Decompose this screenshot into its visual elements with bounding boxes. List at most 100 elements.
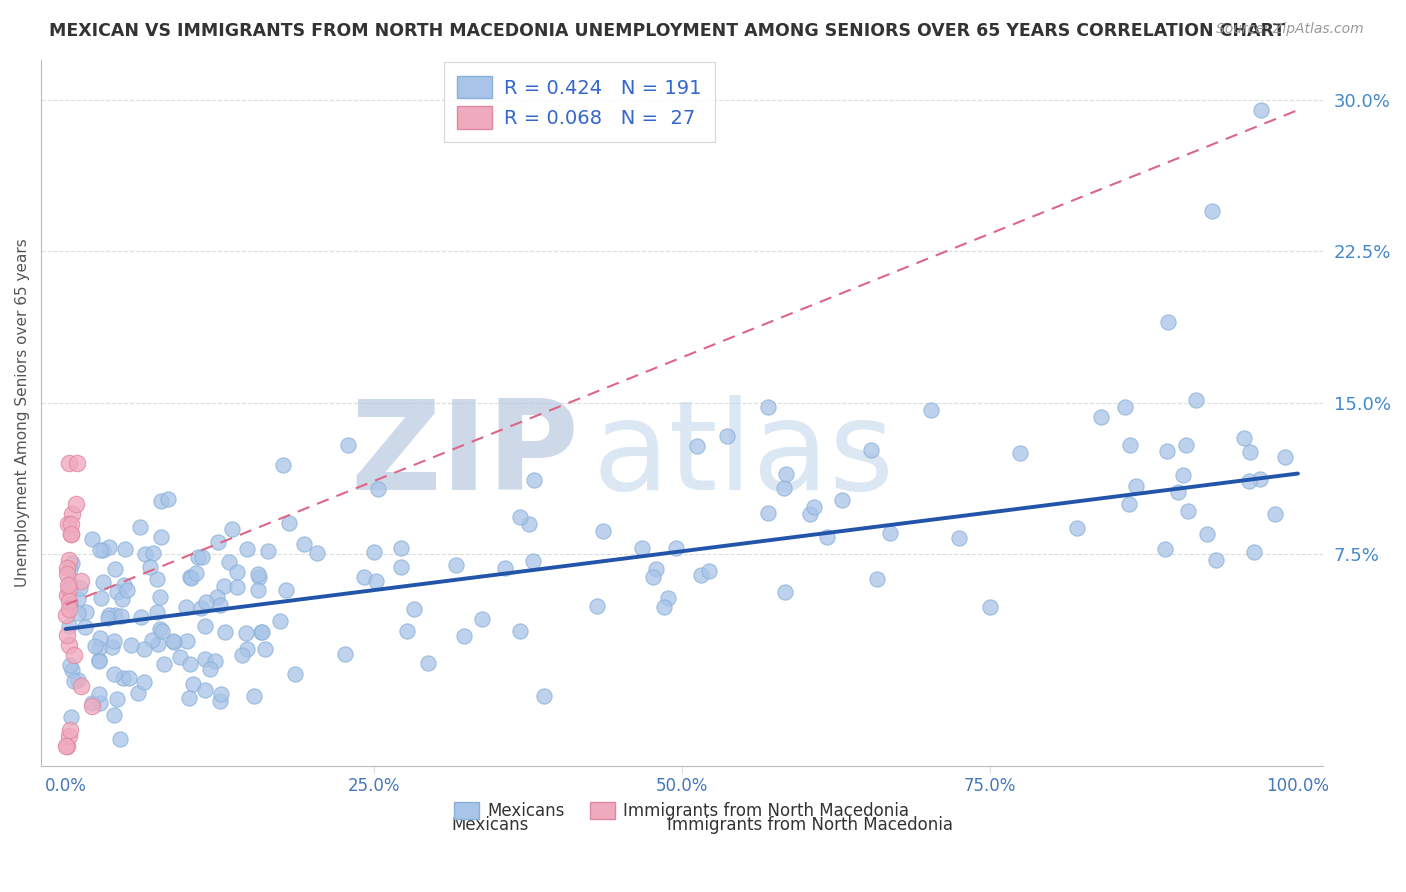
Point	[1274, 450, 1296, 465]
Point	[389, 560, 412, 574]
Point	[246, 566, 269, 581]
Point	[586, 599, 609, 614]
Point	[652, 599, 675, 614]
Point	[141, 633, 163, 648]
Point	[389, 541, 412, 555]
Point	[87, 653, 110, 667]
Point	[58, 729, 80, 743]
Point	[194, 595, 217, 609]
Point	[127, 686, 149, 700]
Point	[83, 639, 105, 653]
Point	[665, 541, 688, 555]
Point	[204, 654, 226, 668]
Point	[396, 624, 419, 638]
Point	[174, 599, 197, 614]
Point	[112, 578, 135, 592]
Point	[63, 648, 86, 663]
Point	[103, 667, 125, 681]
Point	[104, 561, 127, 575]
Point	[363, 545, 385, 559]
Point	[1201, 204, 1223, 219]
Point	[831, 492, 853, 507]
Point	[190, 601, 212, 615]
Y-axis label: Unemployment Among Seniors over 65 years: Unemployment Among Seniors over 65 years	[15, 238, 30, 587]
Point	[716, 429, 738, 443]
Point	[1249, 472, 1271, 486]
Point	[62, 557, 84, 571]
Point	[231, 648, 253, 662]
Point	[979, 599, 1001, 614]
Point	[59, 598, 82, 612]
Point	[367, 483, 389, 497]
Point	[110, 609, 132, 624]
Point	[644, 561, 666, 575]
Point	[1250, 103, 1272, 117]
Point	[145, 572, 167, 586]
Point	[89, 696, 111, 710]
Point	[517, 517, 540, 532]
Point	[69, 581, 91, 595]
Point	[817, 530, 839, 544]
Point	[249, 624, 271, 639]
Point	[773, 481, 796, 495]
Point	[103, 633, 125, 648]
Point	[56, 739, 79, 753]
Point	[226, 580, 249, 594]
Point	[105, 585, 128, 599]
Point	[104, 608, 127, 623]
Point	[110, 731, 132, 746]
Point	[194, 651, 217, 665]
Text: MEXICAN VS IMMIGRANTS FROM NORTH MACEDONIA UNEMPLOYMENT AMONG SENIORS OVER 65 YE: MEXICAN VS IMMIGRANTS FROM NORTH MACEDON…	[49, 22, 1285, 40]
Point	[162, 633, 184, 648]
Point	[152, 657, 174, 671]
Point	[1156, 444, 1178, 458]
Point	[1237, 474, 1260, 488]
Point	[446, 558, 468, 572]
Point	[243, 689, 266, 703]
Point	[236, 541, 259, 556]
Point	[66, 592, 89, 607]
Point	[256, 543, 278, 558]
Text: ZIP: ZIP	[350, 395, 579, 516]
Point	[58, 638, 80, 652]
Point	[866, 572, 889, 586]
Point	[179, 690, 201, 705]
Point	[1173, 468, 1195, 483]
Point	[686, 439, 709, 453]
Point	[103, 707, 125, 722]
Point	[134, 675, 156, 690]
Point	[179, 657, 201, 671]
Point	[60, 516, 83, 531]
Point	[132, 641, 155, 656]
Point	[630, 541, 652, 555]
Point	[114, 542, 136, 557]
Point	[1066, 521, 1088, 535]
Point	[1233, 431, 1256, 445]
Point	[120, 638, 142, 652]
Point	[60, 507, 83, 521]
Point	[186, 566, 208, 580]
Point	[221, 522, 243, 536]
Point	[55, 588, 77, 602]
Point	[73, 620, 96, 634]
Point	[1114, 400, 1136, 414]
Point	[56, 561, 79, 575]
Point	[70, 574, 93, 588]
Point	[207, 535, 229, 549]
Point	[364, 574, 387, 588]
Point	[58, 618, 80, 632]
Point	[252, 625, 274, 640]
Point	[56, 577, 79, 591]
Point	[181, 677, 204, 691]
Point	[89, 542, 111, 557]
Point	[128, 520, 150, 534]
Text: Immigrants from North Macedonia: Immigrants from North Macedonia	[666, 816, 953, 834]
Point	[689, 567, 711, 582]
Point	[284, 666, 307, 681]
Point	[169, 649, 191, 664]
Point	[62, 674, 84, 689]
Point	[1175, 438, 1198, 452]
Point	[87, 653, 110, 667]
Point	[179, 570, 201, 584]
Point	[91, 574, 114, 589]
